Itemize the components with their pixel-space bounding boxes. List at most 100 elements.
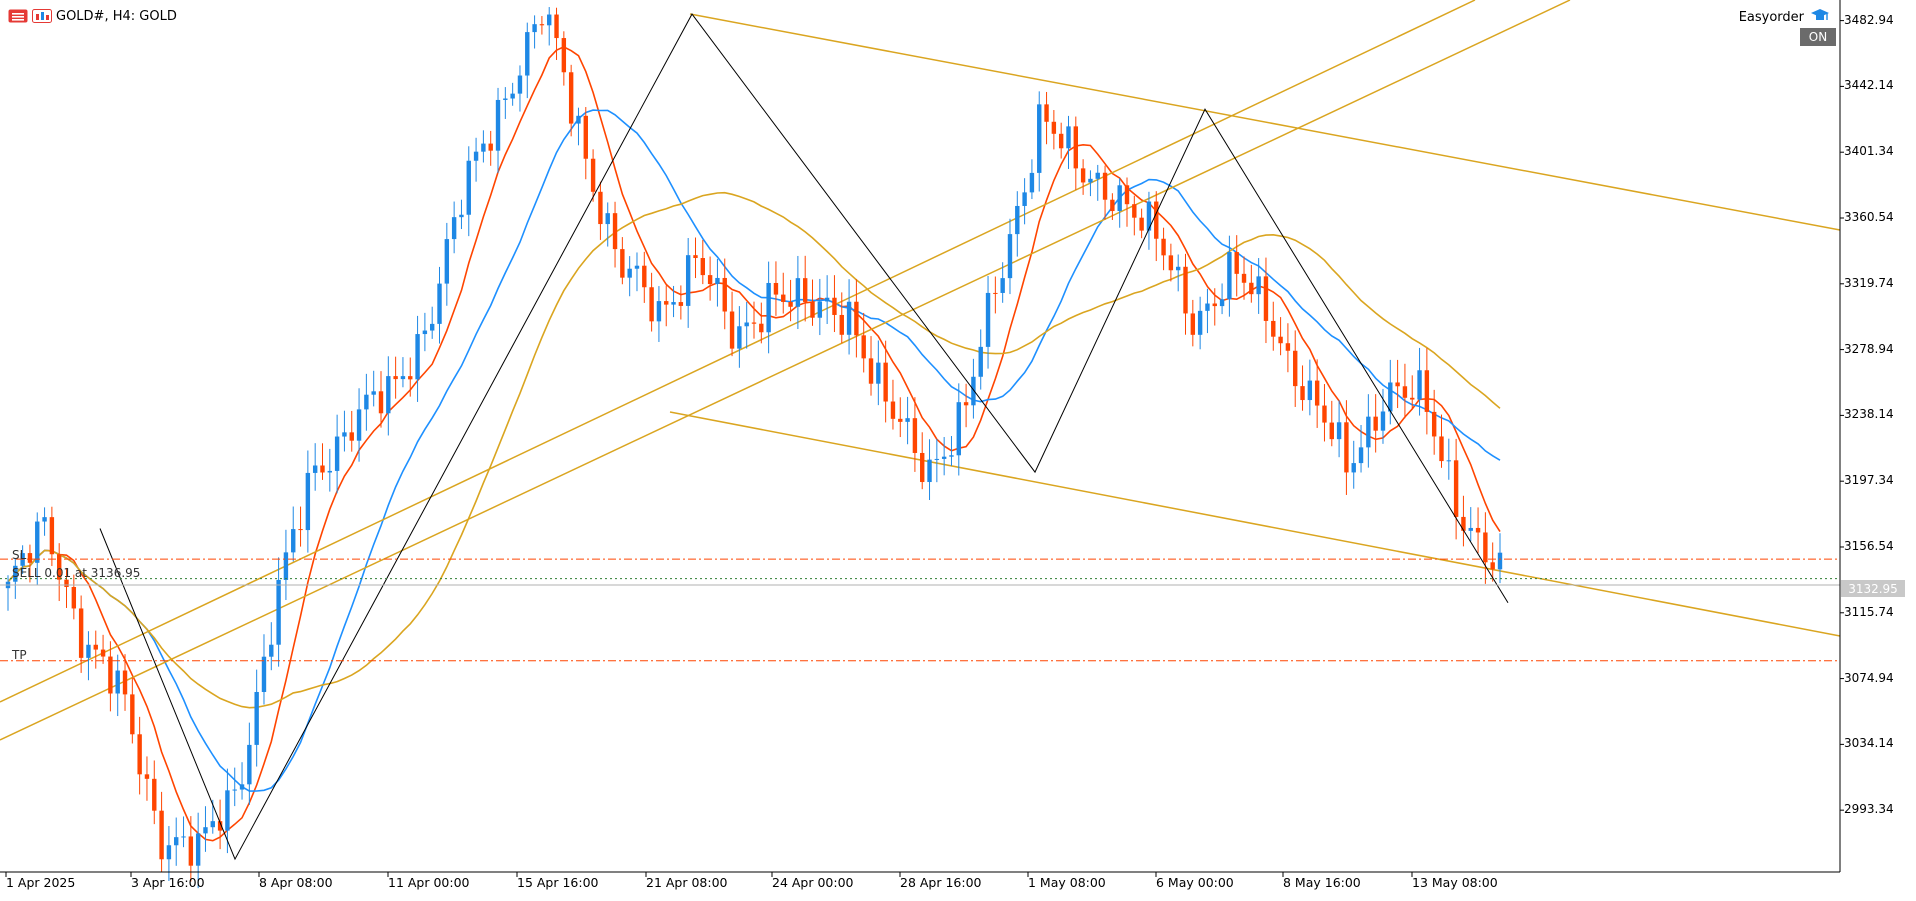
bull-candle: [166, 845, 172, 860]
bear-candle: [152, 778, 157, 811]
easyorder-label: Easyorder: [1738, 9, 1804, 25]
bull-candle: [225, 790, 230, 831]
bear-candle: [1439, 436, 1444, 462]
time-tick-label: 24 Apr 00:00: [772, 875, 854, 890]
bear-candle: [1402, 386, 1408, 398]
bull-candle: [305, 472, 311, 531]
bear-candle: [1410, 397, 1415, 400]
sl-label: SL: [12, 548, 27, 562]
bull-candle: [1417, 370, 1422, 400]
bear-candle: [912, 418, 918, 453]
bull-candle: [627, 268, 632, 278]
bear-candle: [1080, 168, 1086, 183]
bear-candle: [1461, 516, 1466, 531]
graduation-cap-icon[interactable]: [1810, 8, 1830, 26]
chart-type-icon[interactable]: [32, 9, 52, 23]
bear-candle: [568, 72, 574, 124]
bull-candle: [174, 837, 179, 846]
bear-candle: [1278, 336, 1283, 344]
time-tick-label: 11 Apr 00:00: [388, 875, 470, 890]
easyorder-panel[interactable]: Easyorder: [1739, 8, 1830, 26]
bull-candle: [437, 283, 442, 324]
time-tick-label: 15 Apr 16:00: [517, 875, 599, 890]
bull-candle: [473, 151, 479, 161]
ma-fast-line: [7, 46, 1501, 842]
bull-candle: [86, 644, 91, 658]
bear-candle: [1190, 313, 1196, 335]
bear-candle: [320, 465, 325, 473]
bull-candle: [1351, 463, 1356, 473]
bear-candle: [78, 608, 84, 658]
bear-candle: [1102, 172, 1108, 200]
bull-candle: [254, 691, 259, 745]
time-tick-label: 6 May 00:00: [1156, 875, 1234, 890]
bull-candle: [1446, 460, 1452, 462]
bull-candle: [1007, 234, 1013, 279]
bull-candle: [239, 784, 245, 790]
bear-candle: [898, 418, 903, 422]
bull-candle: [451, 217, 457, 240]
bull-candle: [261, 656, 267, 692]
bear-candle: [1373, 416, 1378, 431]
bear-candle: [1483, 532, 1488, 563]
bear-candle: [1424, 370, 1430, 412]
bear-candle: [642, 265, 647, 288]
zigzag-line: [99, 13, 1509, 861]
menu-icon[interactable]: [8, 9, 28, 23]
bear-candle: [781, 294, 786, 302]
bear-candle: [1314, 380, 1320, 406]
bear-candle: [561, 38, 567, 73]
bull-candle: [971, 376, 976, 406]
bull-candle: [1256, 276, 1261, 295]
bull-candle: [949, 455, 954, 457]
bull-candle: [956, 402, 961, 456]
bear-candle: [64, 579, 69, 587]
bear-candle: [590, 158, 596, 192]
bull-candle: [181, 836, 186, 838]
time-tick-label: 8 May 16:00: [1283, 875, 1361, 890]
price-tick-label: 3115.74: [1844, 604, 1894, 619]
bear-candle: [27, 553, 33, 563]
price-tick-label: 3401.34: [1844, 144, 1894, 159]
resistance-line: [689, 13, 1841, 231]
bull-candle: [532, 24, 537, 33]
bull-candle: [1146, 201, 1152, 231]
price-tick-label: 3156.54: [1844, 538, 1894, 553]
bull-candle: [547, 14, 552, 26]
bear-candle: [56, 554, 62, 580]
bull-candle: [232, 789, 237, 791]
bear-candle: [1431, 411, 1437, 437]
bull-candle: [342, 432, 347, 437]
order-label[interactable]: SELL 0.01 at 3136.95: [12, 566, 141, 580]
bull-candle: [444, 239, 450, 284]
bull-candle: [941, 456, 947, 459]
bear-candle: [1183, 266, 1188, 314]
bull-candle: [291, 529, 296, 553]
bull-candle: [364, 394, 369, 410]
bull-candle: [634, 265, 640, 269]
bull-candle: [510, 93, 515, 99]
bear-candle: [49, 517, 55, 555]
bull-candle: [371, 391, 376, 395]
bull-candle: [1117, 185, 1122, 212]
bull-candle: [1029, 172, 1035, 193]
bear-candle: [1241, 273, 1247, 283]
bear-candle: [612, 213, 618, 250]
bear-candle: [854, 301, 859, 336]
bear-candle: [802, 278, 808, 302]
channel-upper-line: [0, 0, 1476, 703]
bear-candle: [868, 358, 874, 384]
bear-candle: [378, 391, 384, 414]
bull-candle: [846, 301, 852, 335]
bear-candle: [1132, 204, 1137, 218]
bull-candle: [737, 326, 742, 349]
bear-candle: [100, 649, 106, 657]
bull-candle: [1066, 126, 1071, 149]
bull-candle: [1307, 380, 1313, 401]
bear-candle: [890, 401, 896, 419]
bear-candle: [1285, 343, 1291, 351]
easyorder-on-badge[interactable]: ON: [1800, 28, 1836, 46]
bear-candle: [759, 323, 764, 333]
